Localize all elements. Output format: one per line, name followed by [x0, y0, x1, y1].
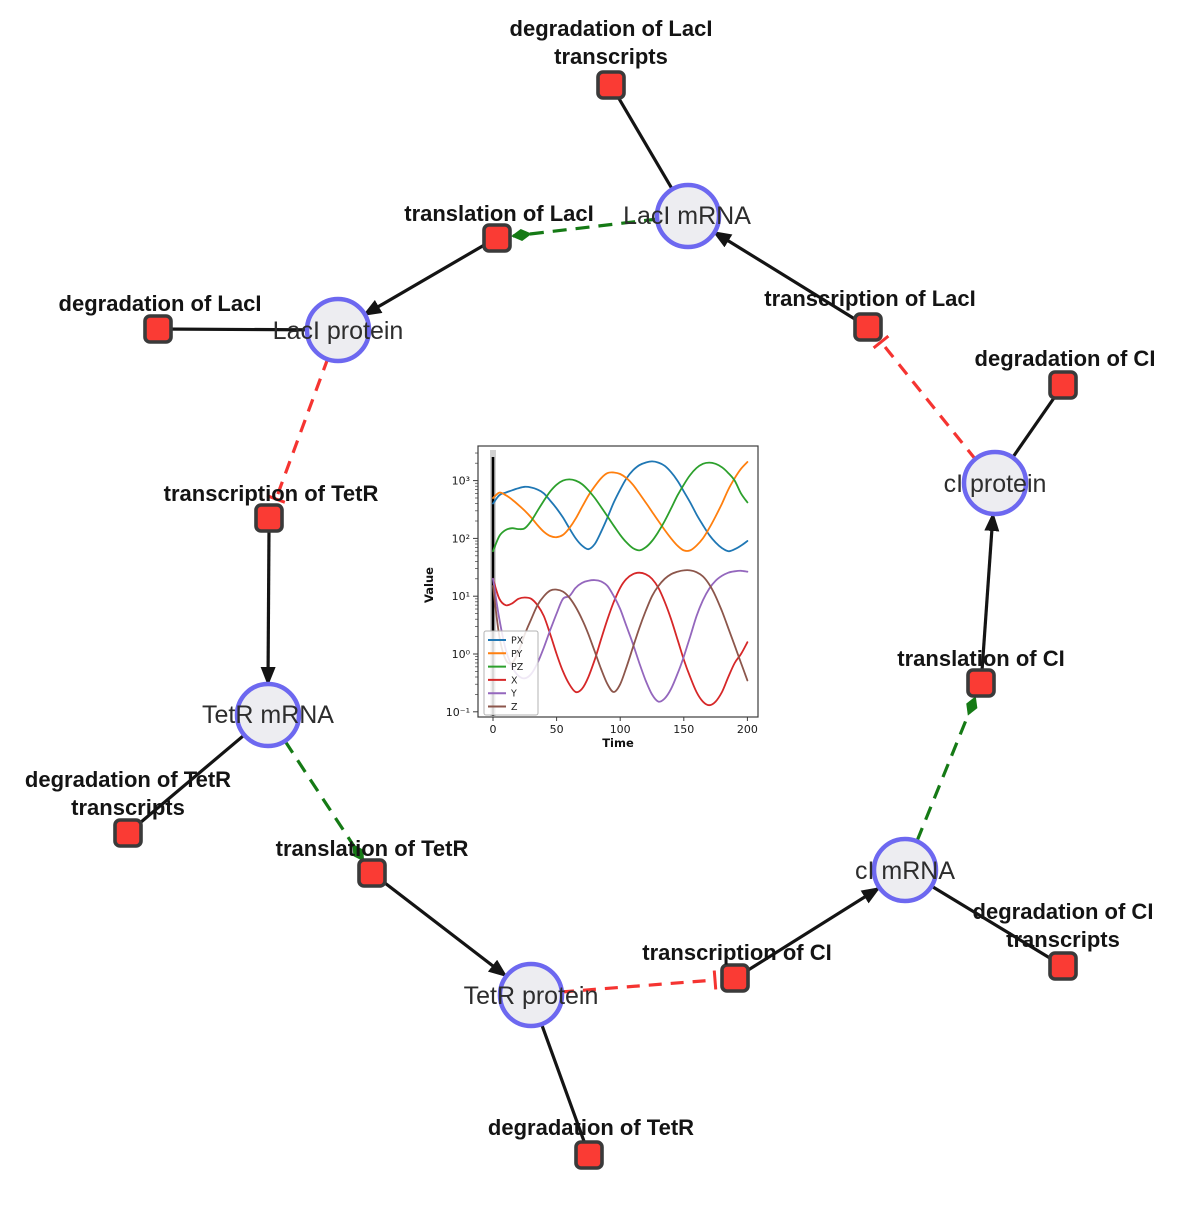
label-degradation-ci-transcripts-1: degradation of CI — [973, 899, 1154, 924]
label-laci-protein: LacI protein — [273, 317, 404, 345]
reaction-node-degradation-tetr[interactable] — [574, 1140, 604, 1170]
chart-xtick-label: 200 — [737, 723, 758, 736]
label-tetr-mrna: TetR mRNA — [202, 701, 334, 729]
chart-series-X — [492, 571, 749, 707]
edge-lacimrna-modifies-translation — [511, 217, 659, 241]
chart-ytick-label: 10³ — [452, 475, 470, 488]
edge-laciprotein-inhibits-tx-tetr — [266, 357, 330, 504]
edge-tetrprotein-inhibits-tx-ci — [560, 970, 718, 994]
edge-transcription-ci-to-mrna — [744, 886, 881, 974]
chart-xtick-label: 150 — [673, 723, 694, 736]
species-node-tetr-mrna[interactable] — [234, 681, 302, 749]
label-degradation-tetr: degradation of TetR — [488, 1115, 694, 1140]
chart-ytick-label: 10⁰ — [452, 648, 471, 661]
chart-yaxis-label: Value — [422, 567, 436, 603]
label-degradation-tetr-transcripts-2: transcripts — [71, 795, 185, 820]
label-translation-laci: translation of LacI — [404, 201, 593, 226]
label-layer: degradation of LacI transcripts translat… — [25, 16, 1156, 1140]
chart-xaxis-label: Time — [602, 736, 634, 750]
edge-translation-tetr-to-protein — [380, 878, 508, 978]
reaction-node-degradation-laci-transcripts[interactable] — [596, 70, 626, 100]
reaction-node-translation-laci[interactable] — [482, 223, 512, 253]
label-translation-ci: translation of CI — [897, 646, 1064, 671]
chart-series-PY — [492, 461, 749, 552]
label-tetr-protein: TetR protein — [464, 982, 599, 1010]
label-degradation-laci-transcripts-2: transcripts — [554, 44, 668, 69]
chart-series-PX — [492, 460, 749, 553]
reaction-node-translation-ci[interactable] — [966, 668, 996, 698]
chart-legend-label-X: X — [511, 675, 518, 686]
edge-ciprotein-inhibits-tx-laci — [872, 334, 978, 462]
label-ci-mrna: cI mRNA — [855, 857, 955, 885]
reaction-node-transcription-ci[interactable] — [720, 963, 750, 993]
label-degradation-tetr-transcripts-1: degradation of TetR — [25, 767, 231, 792]
edge-translation-laci-to-protein — [362, 242, 487, 317]
reaction-node-transcription-tetr[interactable] — [254, 503, 284, 533]
label-degradation-laci: degradation of LacI — [59, 291, 262, 316]
chart-ytick-label: 10¹ — [452, 590, 470, 603]
chart-legend-label-PY: PY — [511, 649, 523, 660]
label-transcription-laci: transcription of LacI — [764, 286, 975, 311]
edge-transcription-laci-to-mrna — [712, 230, 859, 323]
chart-legend-label-PX: PX — [511, 636, 524, 647]
edge-cimrna-modifies-translation — [915, 696, 978, 842]
species-node-laci-mrna[interactable] — [654, 182, 722, 250]
chart-series-layer: 0 50 100 150 200 10⁻¹ 10⁰ 10¹ 10² 10³ PX PY PZ XYZ — [446, 450, 758, 736]
species-node-laci-protein[interactable] — [304, 296, 372, 364]
label-degradation-ci: degradation of CI — [975, 346, 1156, 371]
chart-ytick-label: 10⁻¹ — [446, 706, 470, 719]
chart-legend-label-PZ: PZ — [511, 662, 524, 673]
chart-legend-label-Z: Z — [511, 702, 518, 713]
chart-xtick-label: 0 — [490, 723, 497, 736]
reaction-node-degradation-tetr-transcripts[interactable] — [113, 818, 143, 848]
reaction-node-transcription-laci[interactable] — [853, 312, 883, 342]
chart-series-Z — [492, 569, 749, 693]
edge-translation-ci-to-protein — [980, 512, 1000, 672]
chart-xtick-label: 100 — [610, 723, 631, 736]
label-translation-tetr: translation of TetR — [276, 836, 469, 861]
reaction-node-translation-tetr[interactable] — [357, 858, 387, 888]
edge-transcription-tetr-to-mrna — [260, 528, 276, 686]
species-node-ci-protein[interactable] — [961, 449, 1029, 517]
species-node-tetr-protein[interactable] — [497, 961, 565, 1029]
label-transcription-tetr: transcription of TetR — [164, 481, 379, 506]
node-layer — [113, 70, 1078, 1170]
chart-legend-label-Y: Y — [510, 689, 517, 700]
inset-chart: 0 50 100 150 200 10⁻¹ 10⁰ 10¹ 10² 10³ PX PY PZ XYZ Ti… — [422, 445, 759, 750]
label-laci-mrna: LacI mRNA — [623, 202, 751, 230]
reaction-node-degradation-ci[interactable] — [1048, 370, 1078, 400]
label-transcription-ci: transcription of CI — [642, 940, 831, 965]
species-node-ci-mrna[interactable] — [871, 836, 939, 904]
reaction-node-degradation-laci[interactable] — [143, 314, 173, 344]
chart-series-PZ — [492, 461, 749, 553]
chart-xtick-label: 50 — [550, 723, 564, 736]
label-degradation-laci-transcripts-1: degradation of LacI — [510, 16, 713, 41]
chart-ytick-label: 10² — [452, 532, 470, 545]
label-degradation-ci-transcripts-2: transcripts — [1006, 927, 1120, 952]
edge-tetrmrna-modifies-translation — [283, 740, 365, 862]
reaction-node-degradation-ci-transcripts[interactable] — [1048, 951, 1078, 981]
label-ci-protein: cI protein — [944, 470, 1047, 498]
